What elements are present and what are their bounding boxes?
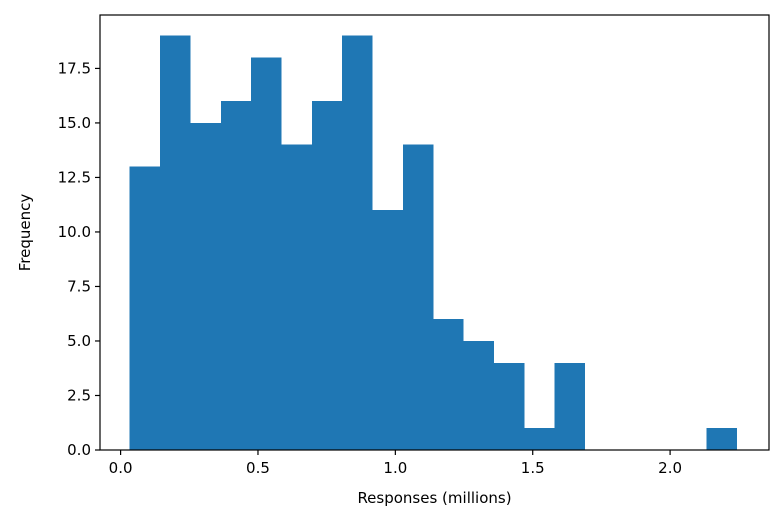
histogram-bar	[706, 428, 737, 450]
x-axis-ticks: 0.0 0.5 1.0 1.5 2.0	[109, 450, 682, 477]
y-tick-label: 5.0	[67, 332, 91, 350]
y-tick-label: 2.5	[67, 386, 91, 404]
histogram-bar	[160, 35, 191, 451]
plot-frame	[99, 14, 770, 451]
histogram-bar	[433, 319, 464, 450]
histogram-bar	[402, 144, 434, 451]
bars-group	[129, 35, 737, 451]
histogram-bar	[372, 210, 403, 450]
y-axis-label: Frequency	[16, 194, 34, 272]
histogram-bar	[554, 362, 586, 450]
x-tick-label: 0.5	[246, 459, 270, 477]
histogram-bar	[342, 35, 373, 451]
y-tick-label: 0.0	[67, 441, 91, 459]
x-tick-label: 0.0	[109, 459, 133, 477]
y-axis-ticks: 0.0 2.5 5.0 7.5 10.0 12.5 15.0 17.5	[58, 59, 100, 459]
histogram-bar	[493, 362, 525, 450]
x-axis-label: Responses (millions)	[357, 489, 511, 507]
histogram-bar	[251, 57, 282, 451]
y-tick-label: 12.5	[58, 168, 91, 186]
x-tick-label: 1.5	[521, 459, 545, 477]
histogram-bar	[281, 144, 312, 451]
histogram-bar	[524, 428, 555, 450]
x-tick-label: 1.0	[383, 459, 407, 477]
histogram-bar	[190, 122, 221, 451]
y-tick-label: 17.5	[58, 59, 91, 77]
histogram-bar	[220, 101, 252, 450]
y-tick-label: 15.0	[58, 114, 91, 132]
histogram-bar	[311, 101, 343, 450]
histogram-bar	[129, 166, 161, 451]
x-tick-label: 2.0	[658, 459, 682, 477]
histogram-bar	[463, 340, 494, 450]
y-tick-label: 7.5	[67, 277, 91, 295]
y-tick-label: 10.0	[58, 223, 91, 241]
